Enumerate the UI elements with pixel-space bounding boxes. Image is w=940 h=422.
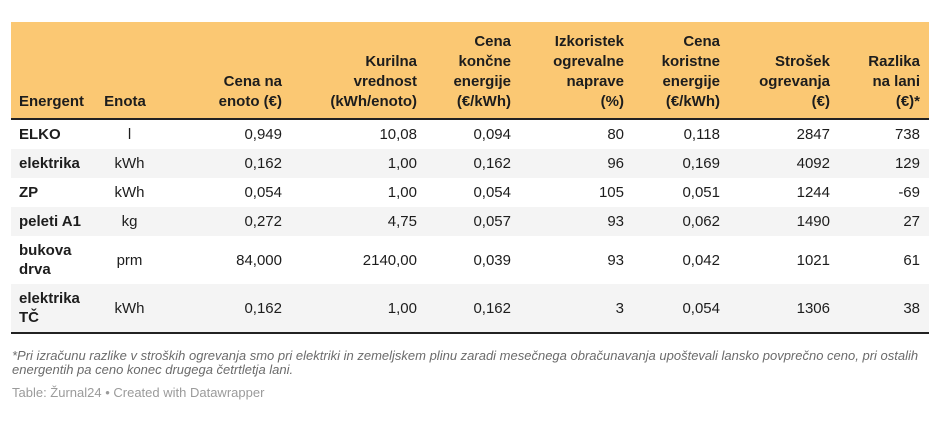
table-cell: 96 bbox=[607, 155, 624, 172]
table-cell: 0,162 bbox=[473, 155, 511, 172]
table-cell: prm bbox=[116, 251, 143, 269]
table-row: elektrika kWh 0,162 1,00 0,162 96 0,169 4092 129 bbox=[11, 149, 929, 178]
column-header: Razlika na lani (€)* bbox=[839, 22, 929, 120]
table-body: ELKO l 0,949 10,08 0,094 80 0,118 2847 738 elektr… bbox=[11, 119, 929, 333]
table-cell: 0,949 bbox=[244, 126, 282, 143]
column-header: Cena končne energije (€/kWh) bbox=[426, 22, 520, 120]
table-cell: ZP bbox=[19, 184, 39, 201]
table-row: ELKO l 0,949 10,08 0,094 80 0,118 2847 738 bbox=[11, 119, 929, 149]
table-cell: l bbox=[127, 126, 132, 143]
table-cell: elektrika TČ bbox=[19, 290, 80, 326]
table-cell: peleti A1 bbox=[19, 213, 81, 230]
table-cell: -69 bbox=[898, 184, 920, 201]
table-cell: 738 bbox=[894, 126, 920, 143]
table-row: peleti A1 kg 0,272 4,75 0,057 93 0,062 1490 27 bbox=[11, 207, 929, 236]
table-cell: 0,042 bbox=[682, 251, 720, 269]
table-cell: 129 bbox=[894, 155, 920, 172]
table-cell: 0,057 bbox=[473, 213, 511, 230]
table-cell: kg bbox=[121, 213, 138, 230]
table-cell: 1,00 bbox=[387, 299, 417, 317]
table-cell: 0,054 bbox=[473, 184, 511, 201]
table-cell: bukova drva bbox=[19, 242, 72, 278]
column-header: Strošek ogrevanja (€) bbox=[729, 22, 839, 120]
column-header: Izkoristek ogrevalne naprave (%) bbox=[520, 22, 633, 120]
table-cell: kWh bbox=[114, 299, 145, 317]
table-row: bukova drva prm 84,000 2140,00 0,039 93 0,042 1… bbox=[11, 236, 929, 284]
table-cell: 10,08 bbox=[379, 126, 417, 143]
column-header: Cena na enoto (€) bbox=[158, 22, 291, 120]
table-cell: 0,062 bbox=[682, 213, 720, 230]
table-cell: 0,094 bbox=[473, 126, 511, 143]
table-cell: 4,75 bbox=[387, 213, 417, 230]
table-cell: 93 bbox=[607, 213, 624, 230]
table-cell: 0,054 bbox=[682, 299, 720, 317]
table-cell: kWh bbox=[114, 155, 145, 172]
column-header: Kurilna vrednost (kWh/enoto) bbox=[291, 22, 426, 120]
table-cell: 1244 bbox=[796, 184, 830, 201]
footnote: *Pri izračunu razlike v stroških ogrevan… bbox=[12, 348, 919, 377]
table-cell: 0,039 bbox=[473, 251, 511, 269]
energy-cost-table: Energent Enota Cena na enoto (€) Kurilna vr… bbox=[11, 22, 929, 334]
table-cell: 0,162 bbox=[473, 299, 511, 317]
source-caption: Table: Žurnal24 • Created with Datawrapp… bbox=[12, 385, 265, 400]
table-cell: 0,054 bbox=[244, 184, 282, 201]
table-row: ZP kWh 0,054 1,00 0,054 105 0,051 1244 -69 bbox=[11, 178, 929, 207]
column-header: Enota bbox=[101, 22, 158, 120]
table-cell: 84,000 bbox=[236, 251, 282, 269]
table-cell: kWh bbox=[114, 184, 145, 201]
table-cell: 0,051 bbox=[682, 184, 720, 201]
table-cell: 1490 bbox=[796, 213, 830, 230]
table-cell: 1306 bbox=[796, 299, 830, 317]
table-cell: 3 bbox=[615, 299, 624, 317]
column-header: Energent bbox=[11, 22, 101, 120]
header-row: Energent Enota Cena na enoto (€) Kurilna vr… bbox=[11, 22, 929, 120]
table-cell: 0,162 bbox=[244, 299, 282, 317]
table-cell: 0,118 bbox=[683, 126, 720, 143]
table-cell: 0,169 bbox=[682, 155, 720, 172]
table-cell: 80 bbox=[607, 126, 624, 143]
table-cell: ELKO bbox=[19, 126, 61, 143]
table-cell: 1021 bbox=[796, 251, 830, 269]
table-cell: 61 bbox=[903, 251, 920, 269]
table-cell: 2847 bbox=[796, 126, 830, 143]
table-cell: 0,162 bbox=[244, 155, 282, 172]
table-cell: elektrika bbox=[19, 155, 80, 172]
table-cell: 1,00 bbox=[387, 184, 417, 201]
table-cell: 2140,00 bbox=[362, 251, 417, 269]
table-row: elektrika TČ kWh 0,162 1,00 0,162 3 0,054 1306 3… bbox=[11, 284, 929, 333]
table-cell: 0,272 bbox=[244, 213, 282, 230]
table-cell: 4092 bbox=[796, 155, 830, 172]
table-cell: 38 bbox=[903, 299, 920, 317]
table-cell: 27 bbox=[903, 213, 920, 230]
table-cell: 105 bbox=[598, 184, 624, 201]
table-cell: 93 bbox=[607, 251, 624, 269]
datawrapper-table-embed: Energent Enota Cena na enoto (€) Kurilna vr… bbox=[11, 22, 929, 400]
table-cell: 1,00 bbox=[387, 155, 417, 172]
column-header: Cena koristne energije (€/kWh) bbox=[633, 22, 729, 120]
